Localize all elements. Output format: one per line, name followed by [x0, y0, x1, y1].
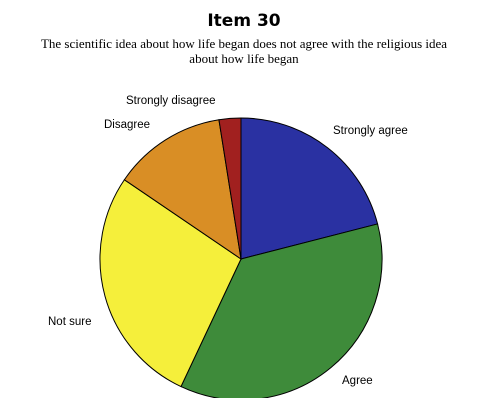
label-agree: Agree: [342, 375, 373, 387]
chart-subtitle-line-2: about how life began: [189, 51, 299, 66]
slice-not-sure: [99, 179, 242, 388]
label-disagree: Disagree: [104, 119, 150, 131]
label-strongly-agree: Strongly agree: [333, 125, 408, 137]
slice-agree: [180, 223, 383, 398]
label-strongly-disagree: Strongly disagree: [126, 95, 216, 107]
pie-slices: [99, 117, 383, 398]
label-not-sure: Not sure: [48, 316, 91, 328]
pie-labels: Strongly agree Agree Not sure Disagree Stron…: [48, 95, 408, 387]
chart-title: Item 30: [207, 11, 280, 31]
slice-disagree: [123, 119, 242, 261]
chart-subtitle-line-1: The scientific idea about how life began…: [41, 36, 447, 51]
slice-strongly-disagree: [218, 117, 242, 260]
slice-strongly-agree: [240, 117, 379, 260]
